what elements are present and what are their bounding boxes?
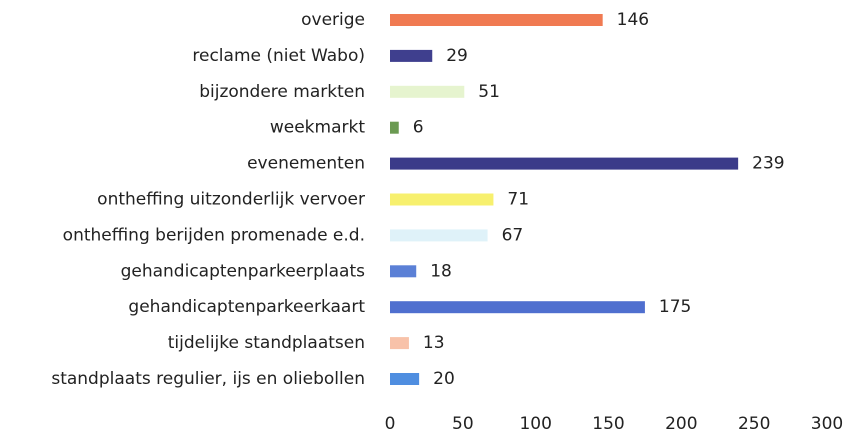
bar	[390, 337, 409, 350]
category-label: bijzondere markten	[199, 82, 365, 102]
value-label: 51	[478, 82, 500, 102]
bar	[390, 373, 420, 385]
bar	[390, 49, 433, 62]
value-label: 6	[413, 118, 424, 138]
value-label: 146	[617, 10, 649, 30]
category-label: reclame (niet Wabo)	[192, 46, 365, 66]
value-label: 29	[446, 46, 468, 66]
bar	[390, 301, 645, 314]
bar	[390, 14, 603, 26]
bar	[390, 193, 494, 206]
category-label: weekmarkt	[270, 118, 365, 138]
bar	[390, 229, 488, 242]
category-label: overige	[301, 10, 365, 30]
category-label: evenementen	[247, 154, 365, 174]
value-label: 71	[507, 190, 529, 210]
x-tick-label: 300	[811, 414, 843, 434]
category-label: tijdelijke standplaatsen	[168, 333, 365, 353]
value-label: 20	[433, 369, 455, 389]
category-label: gehandicaptenparkeerplaats	[121, 261, 366, 281]
value-label: 67	[502, 225, 524, 245]
bar	[390, 157, 739, 170]
category-label: ontheffing berijden promenade e.d.	[63, 225, 365, 245]
x-tick-label: 50	[452, 414, 474, 434]
x-tick-label: 250	[738, 414, 770, 434]
x-tick-label: 150	[592, 414, 624, 434]
bar	[390, 265, 417, 278]
value-label: 13	[423, 333, 445, 353]
value-label: 239	[752, 154, 784, 174]
x-tick-label: 200	[665, 414, 697, 434]
x-tick-label: 100	[519, 414, 551, 434]
value-label: 18	[430, 261, 452, 281]
bar	[390, 85, 465, 98]
category-label: gehandicaptenparkeerkaart	[128, 297, 365, 317]
x-tick-label: 0	[385, 414, 396, 434]
category-label: standplaats regulier, ijs en oliebollen	[51, 369, 365, 389]
bar	[390, 121, 399, 134]
value-label: 175	[659, 297, 691, 317]
category-label: ontheffing uitzonderlijk vervoer	[97, 190, 365, 210]
